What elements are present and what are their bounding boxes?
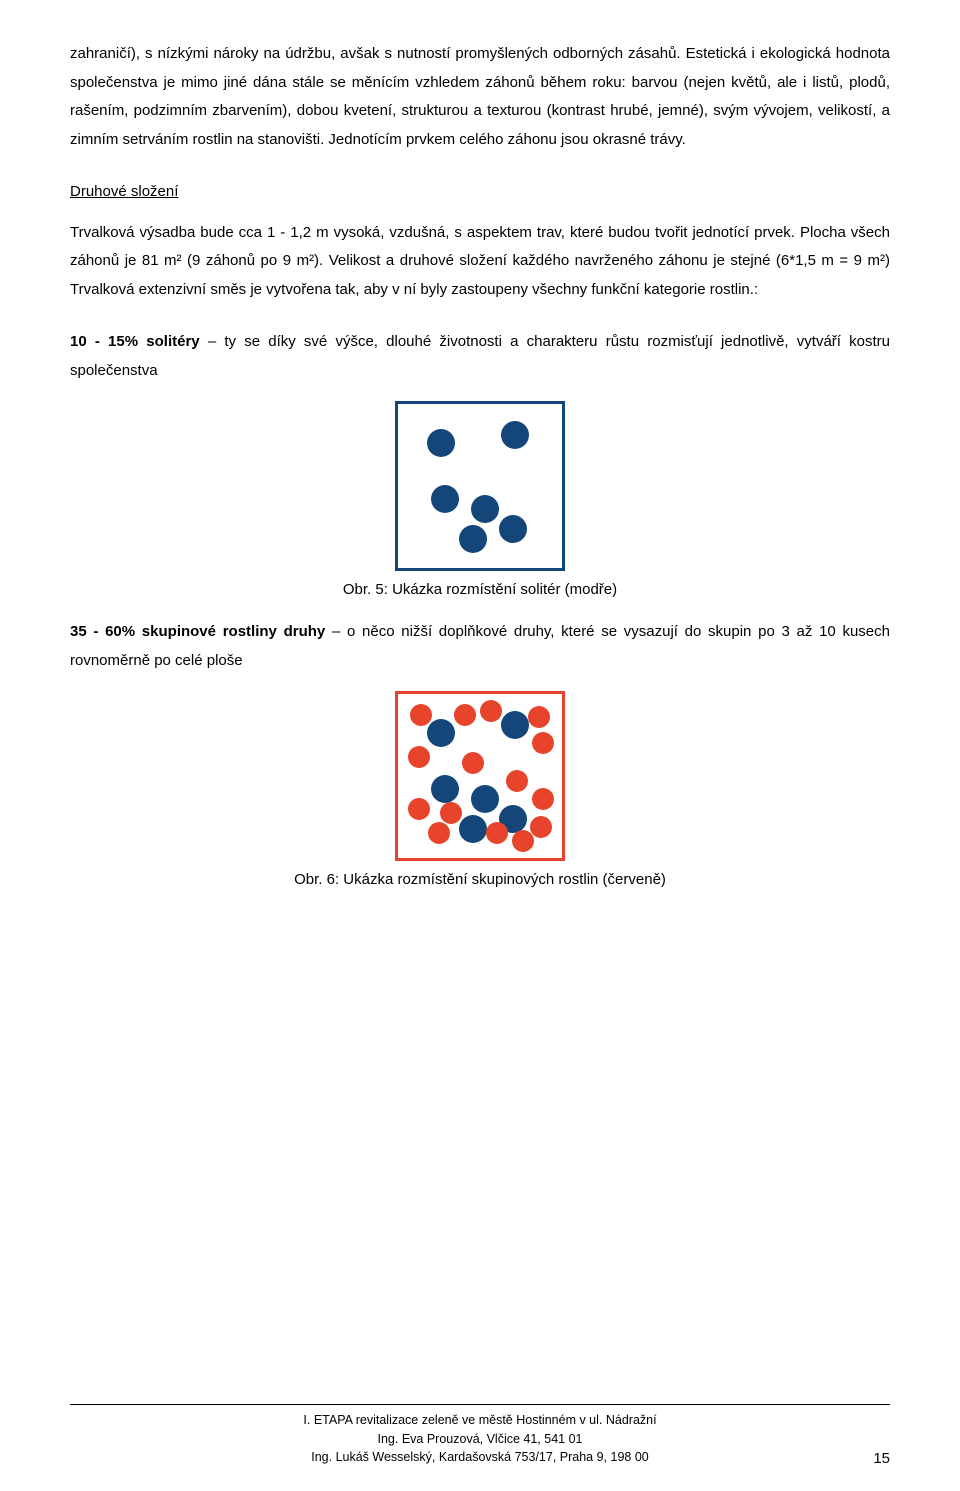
footer-line-2: Ing. Eva Prouzová, Vlčice 41, 541 01 xyxy=(0,1430,960,1449)
paragraph-1: zahraničí), s nízkými nároky na údržbu, … xyxy=(70,40,890,154)
page-number: 15 xyxy=(873,1450,890,1467)
figure-1-svg xyxy=(395,401,565,571)
group-skupinove: 35 - 60% skupinové rostliny druhy – o ně… xyxy=(70,618,890,675)
group-solitery-bold: 10 - 15% solitéry xyxy=(70,333,200,350)
page-footer: I. ETAPA revitalizace zeleně ve městě Ho… xyxy=(0,1404,960,1467)
figure-2-wrap: Obr. 6: Ukázka rozmístění skupinových ro… xyxy=(70,691,890,888)
figure-1-wrap: Obr. 5: Ukázka rozmístění solitér (modře… xyxy=(70,401,890,598)
footer-divider xyxy=(70,1404,890,1405)
paragraph-2: Trvalková výsadba bude cca 1 - 1,2 m vys… xyxy=(70,219,890,305)
group-skupinove-bold: 35 - 60% skupinové rostliny druhy xyxy=(70,623,325,640)
footer-line-1: I. ETAPA revitalizace zeleně ve městě Ho… xyxy=(0,1411,960,1430)
figure-1-caption: Obr. 5: Ukázka rozmístění solitér (modře… xyxy=(70,581,890,598)
figure-2-caption: Obr. 6: Ukázka rozmístění skupinových ro… xyxy=(70,871,890,888)
section-heading-species: Druhové složení xyxy=(70,178,890,207)
footer-line-3: Ing. Lukáš Wesselský, Kardašovská 753/17… xyxy=(0,1448,960,1467)
figure-2-svg xyxy=(395,691,565,861)
group-solitery: 10 - 15% solitéry – ty se díky své výšce… xyxy=(70,328,890,385)
